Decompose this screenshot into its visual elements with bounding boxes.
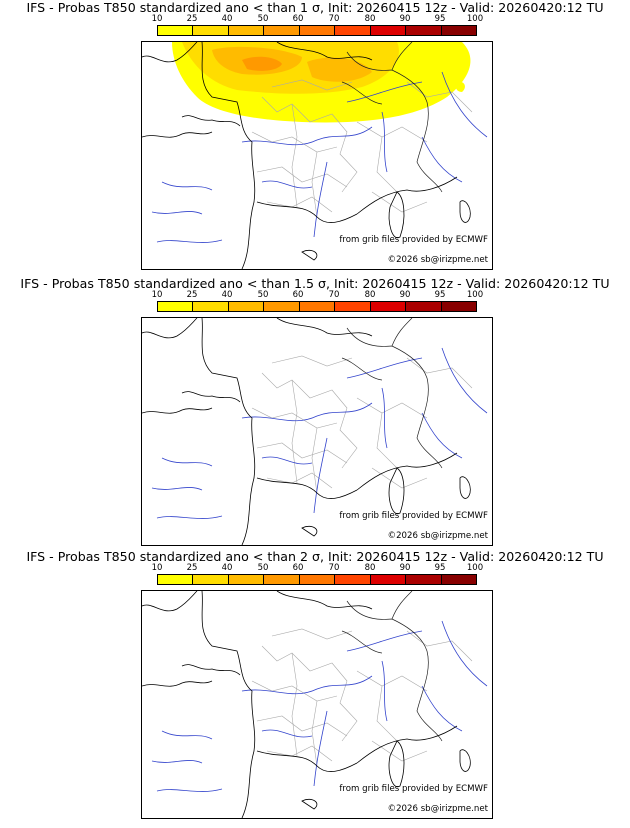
colorbar-segment: [406, 26, 442, 35]
rivers: [151, 347, 488, 519]
map-svg: [142, 318, 488, 545]
colorbar-segment: [335, 26, 371, 35]
colorbar-tick: 100: [466, 290, 484, 300]
coastlines: [142, 42, 471, 269]
colorbar-tick: 25: [186, 563, 198, 573]
colorbar-tick: 50: [257, 563, 269, 573]
map-frame: from grib files provided by ECMWF ©2026 …: [141, 41, 493, 270]
rivers: [151, 620, 488, 792]
panel-title: IFS - Probas T850 standardized ano < tha…: [26, 0, 604, 15]
colorbar-segment: [264, 575, 300, 584]
colorbar-segment: [228, 575, 265, 584]
colorbar-tick: 25: [186, 14, 198, 24]
colorbar-segment: [264, 302, 300, 311]
colorbar-segment: [158, 26, 194, 35]
colorbar-tick: 80: [364, 14, 376, 24]
colorbar-segment: [370, 575, 407, 584]
colorbar-tick: 40: [221, 563, 233, 573]
colorbar-tick: 100: [466, 14, 484, 24]
admin-borders: [251, 628, 473, 767]
map-frame: from grib files provided by ECMWF ©2026 …: [141, 317, 493, 546]
copyright-credit: ©2026 sb@irizpme.net: [387, 531, 489, 541]
colorbar-tick: 90: [399, 563, 411, 573]
data-source-credit: from grib files provided by ECMWF: [339, 511, 488, 521]
colorbar-tick: 50: [257, 14, 269, 24]
colorbar-segment: [406, 575, 442, 584]
data-source-credit: from grib files provided by ECMWF: [339, 235, 488, 245]
colorbar-tick: 40: [221, 14, 233, 24]
colorbar-tick: 100: [466, 563, 484, 573]
copyright-credit: ©2026 sb@irizpme.net: [387, 255, 489, 265]
admin-borders: [251, 79, 473, 218]
prob-area-40b: [307, 57, 372, 82]
colorbar-segment: [299, 302, 336, 311]
colorbar-tick: 95: [434, 563, 446, 573]
country-borders: [341, 318, 443, 469]
admin-borders: [251, 355, 473, 494]
colorbar-segment: [441, 302, 476, 311]
colorbar-segment: [228, 302, 265, 311]
colorbar-tick: 10: [151, 14, 163, 24]
colorbar-segment: [299, 575, 336, 584]
colorbar-segment: [406, 302, 442, 311]
colorbar-segment: [335, 302, 371, 311]
colorbar-segment: [264, 26, 300, 35]
colorbar-tick: 60: [292, 563, 304, 573]
colorbar: [157, 574, 477, 585]
colorbar-tick: 70: [328, 14, 340, 24]
colorbar-segment: [370, 302, 407, 311]
map-svg: [142, 42, 488, 269]
colorbar-segment: [228, 26, 265, 35]
colorbar: [157, 25, 477, 36]
colorbar-tick: 80: [364, 563, 376, 573]
colorbar-segment: [441, 26, 476, 35]
data-source-credit: from grib files provided by ECMWF: [339, 784, 488, 794]
country-borders: [341, 591, 443, 742]
colorbar-tick: 95: [434, 290, 446, 300]
colorbar-tick: 10: [151, 563, 163, 573]
colorbar-ticks: 10 25 40 50 60 70 80 90 95 100: [152, 14, 484, 25]
colorbar-segment: [335, 575, 371, 584]
coastlines: [142, 591, 471, 818]
coastlines: [142, 318, 471, 545]
forecast-panel-1: IFS - Probas T850 standardized ano < tha…: [0, 0, 630, 270]
colorbar-tick: 80: [364, 290, 376, 300]
colorbar-ticks: 10 25 40 50 60 70 80 90 95 100: [152, 563, 484, 574]
colorbar-segment: [158, 575, 194, 584]
colorbar-tick: 60: [292, 290, 304, 300]
colorbar-segment: [158, 302, 194, 311]
colorbar-segment: [370, 26, 407, 35]
colorbar-tick: 25: [186, 290, 198, 300]
colorbar-ticks: 10 25 40 50 60 70 80 90 95 100: [152, 290, 484, 301]
forecast-panel-3: IFS - Probas T850 standardized ano < tha…: [0, 549, 630, 819]
country-borders: [341, 42, 443, 193]
colorbar-tick: 40: [221, 290, 233, 300]
colorbar-tick: 50: [257, 290, 269, 300]
colorbar-tick: 90: [399, 290, 411, 300]
colorbar-tick: 10: [151, 290, 163, 300]
colorbar-tick: 70: [328, 563, 340, 573]
colorbar-segment: [193, 575, 229, 584]
panel-title: IFS - Probas T850 standardized ano < tha…: [20, 276, 610, 291]
copyright-credit: ©2026 sb@irizpme.net: [387, 804, 489, 814]
panel-title: IFS - Probas T850 standardized ano < tha…: [26, 549, 604, 564]
colorbar-tick: 60: [292, 14, 304, 24]
colorbar-tick: 95: [434, 14, 446, 24]
colorbar-segment: [299, 26, 336, 35]
forecast-panel-2: IFS - Probas T850 standardized ano < tha…: [0, 276, 630, 546]
prob-area-10b: [455, 81, 465, 92]
colorbar-tick: 90: [399, 14, 411, 24]
prob-area-50: [242, 56, 282, 71]
colorbar-segment: [193, 26, 229, 35]
colorbar-segment: [193, 302, 229, 311]
colorbar-tick: 70: [328, 290, 340, 300]
map-frame: from grib files provided by ECMWF ©2026 …: [141, 590, 493, 819]
colorbar-segment: [441, 575, 476, 584]
colorbar: [157, 301, 477, 312]
map-svg: [142, 591, 488, 818]
